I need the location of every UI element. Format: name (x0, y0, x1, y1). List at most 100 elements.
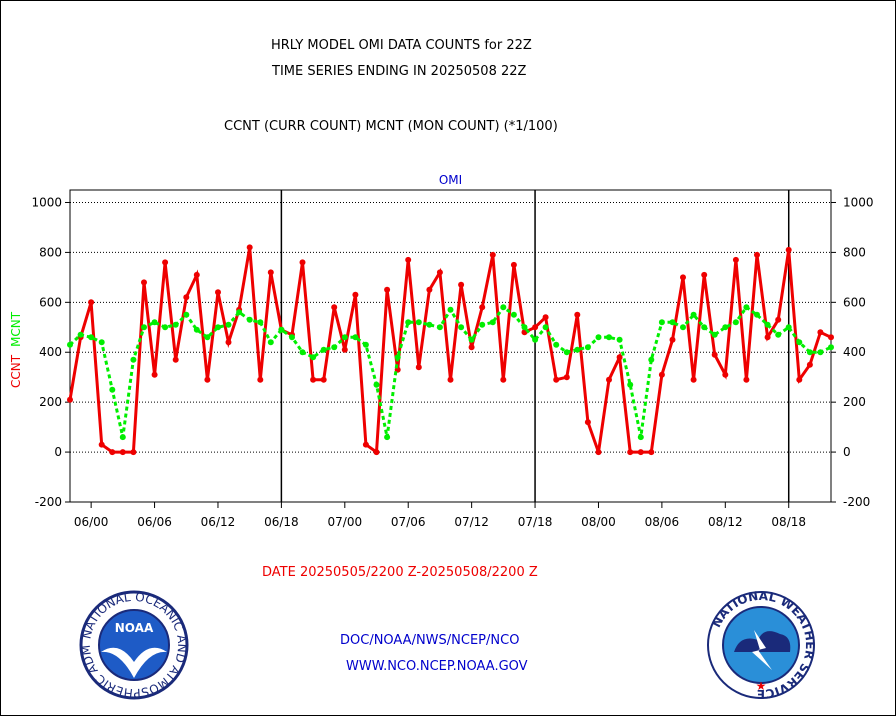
data-point-mcnt (701, 324, 708, 331)
data-point-ccnt (341, 346, 348, 353)
x-tick-label: 08/12 (708, 515, 743, 529)
y-tick-label-left: 600 (39, 295, 62, 309)
x-axis-label: DATE 20250505/2200 Z-20250508/2200 Z (262, 565, 538, 580)
y-tick-label-right: 0 (843, 445, 851, 459)
data-point-mcnt (88, 334, 95, 341)
y-tick-label-right: 800 (843, 245, 866, 259)
noaa-logo-text: NOAA (115, 621, 154, 635)
data-point-ccnt (690, 376, 697, 383)
data-point-mcnt (299, 349, 306, 356)
data-point-mcnt (310, 354, 317, 361)
data-point-ccnt (257, 376, 264, 383)
y-tick-label-left: 0 (54, 445, 62, 459)
data-point-ccnt (532, 324, 539, 331)
data-point-mcnt (267, 339, 274, 346)
data-point-ccnt (415, 364, 422, 371)
data-point-ccnt (468, 344, 475, 351)
x-tick-label: 07/12 (454, 515, 489, 529)
data-point-mcnt (246, 316, 253, 323)
data-point-mcnt (775, 331, 782, 338)
data-point-mcnt (732, 319, 739, 326)
data-point-mcnt (331, 344, 338, 351)
data-point-mcnt (595, 334, 602, 341)
data-point-mcnt (119, 434, 126, 441)
data-point-mcnt (479, 321, 486, 328)
data-point-ccnt (331, 304, 338, 311)
data-point-ccnt (627, 449, 634, 456)
data-point-mcnt (458, 324, 465, 331)
data-point-ccnt (320, 376, 327, 383)
data-point-ccnt (119, 449, 126, 456)
y-tick-label-right: 600 (843, 295, 866, 309)
data-point-mcnt (98, 339, 105, 346)
data-point-ccnt (563, 374, 570, 381)
data-point-mcnt (193, 326, 200, 333)
x-tick-label: 08/18 (771, 515, 806, 529)
data-point-mcnt (627, 381, 634, 388)
data-point-mcnt (542, 324, 549, 331)
data-point-ccnt (775, 316, 782, 323)
data-point-ccnt (98, 441, 105, 448)
data-point-mcnt (563, 349, 570, 356)
data-point-ccnt (606, 376, 612, 383)
data-point-mcnt (257, 319, 264, 326)
data-point-mcnt (532, 336, 539, 343)
data-point-mcnt (553, 341, 560, 348)
data-point-ccnt (595, 449, 602, 456)
data-point-ccnt (183, 294, 190, 301)
data-point-ccnt (500, 376, 507, 383)
data-point-ccnt (405, 256, 412, 263)
x-tick-label: 06/00 (74, 515, 109, 529)
data-point-mcnt (447, 306, 454, 313)
data-point-ccnt (215, 289, 221, 296)
data-point-ccnt (246, 244, 253, 251)
data-point-ccnt (88, 299, 95, 306)
data-point-ccnt (130, 449, 137, 456)
data-point-mcnt (289, 334, 295, 341)
data-point-ccnt (362, 441, 369, 448)
data-point-mcnt (204, 334, 211, 341)
x-tick-label: 06/06 (137, 515, 172, 529)
data-point-ccnt (109, 449, 116, 456)
data-point-mcnt (648, 356, 655, 363)
data-point-ccnt (352, 291, 359, 298)
data-point-mcnt (415, 319, 422, 326)
x-tick-label: 08/06 (645, 515, 680, 529)
data-point-ccnt (204, 376, 211, 383)
data-point-ccnt (785, 246, 792, 253)
title-line-3: CCNT (CURR COUNT) MCNT (MON COUNT) (*1/1… (224, 119, 558, 134)
data-point-ccnt (267, 269, 274, 276)
data-point-ccnt (648, 449, 655, 456)
data-point-ccnt (680, 274, 686, 281)
data-point-mcnt (828, 344, 834, 351)
data-point-ccnt (310, 376, 317, 383)
data-point-mcnt (436, 324, 443, 331)
title-line-2: TIME SERIES ENDING IN 20250508 22Z (272, 64, 527, 79)
data-point-ccnt (658, 371, 665, 378)
data-point-mcnt (236, 309, 243, 316)
data-point-ccnt (162, 259, 169, 266)
data-point-mcnt (584, 344, 591, 351)
y-axis-label: CCNTMCNT (9, 311, 23, 388)
data-point-mcnt (817, 349, 824, 356)
data-point-ccnt (426, 286, 433, 293)
data-point-mcnt (669, 319, 676, 326)
data-point-ccnt (637, 449, 644, 456)
data-point-ccnt (67, 396, 73, 403)
data-point-ccnt (553, 376, 560, 383)
data-point-mcnt (384, 434, 391, 441)
data-point-mcnt (362, 341, 369, 348)
footer-url: WWW.NCO.NCEP.NOAA.GOV (346, 659, 528, 674)
data-point-ccnt (574, 311, 581, 318)
plot-area (69, 189, 832, 503)
data-point-ccnt (796, 376, 803, 383)
data-point-mcnt (510, 311, 517, 318)
data-point-mcnt (500, 304, 507, 311)
x-tick-label: 06/18 (264, 515, 299, 529)
data-point-mcnt (616, 336, 623, 343)
data-point-ccnt (764, 334, 771, 341)
data-point-mcnt (225, 321, 232, 328)
data-point-mcnt (521, 324, 528, 331)
data-point-ccnt (489, 251, 496, 258)
